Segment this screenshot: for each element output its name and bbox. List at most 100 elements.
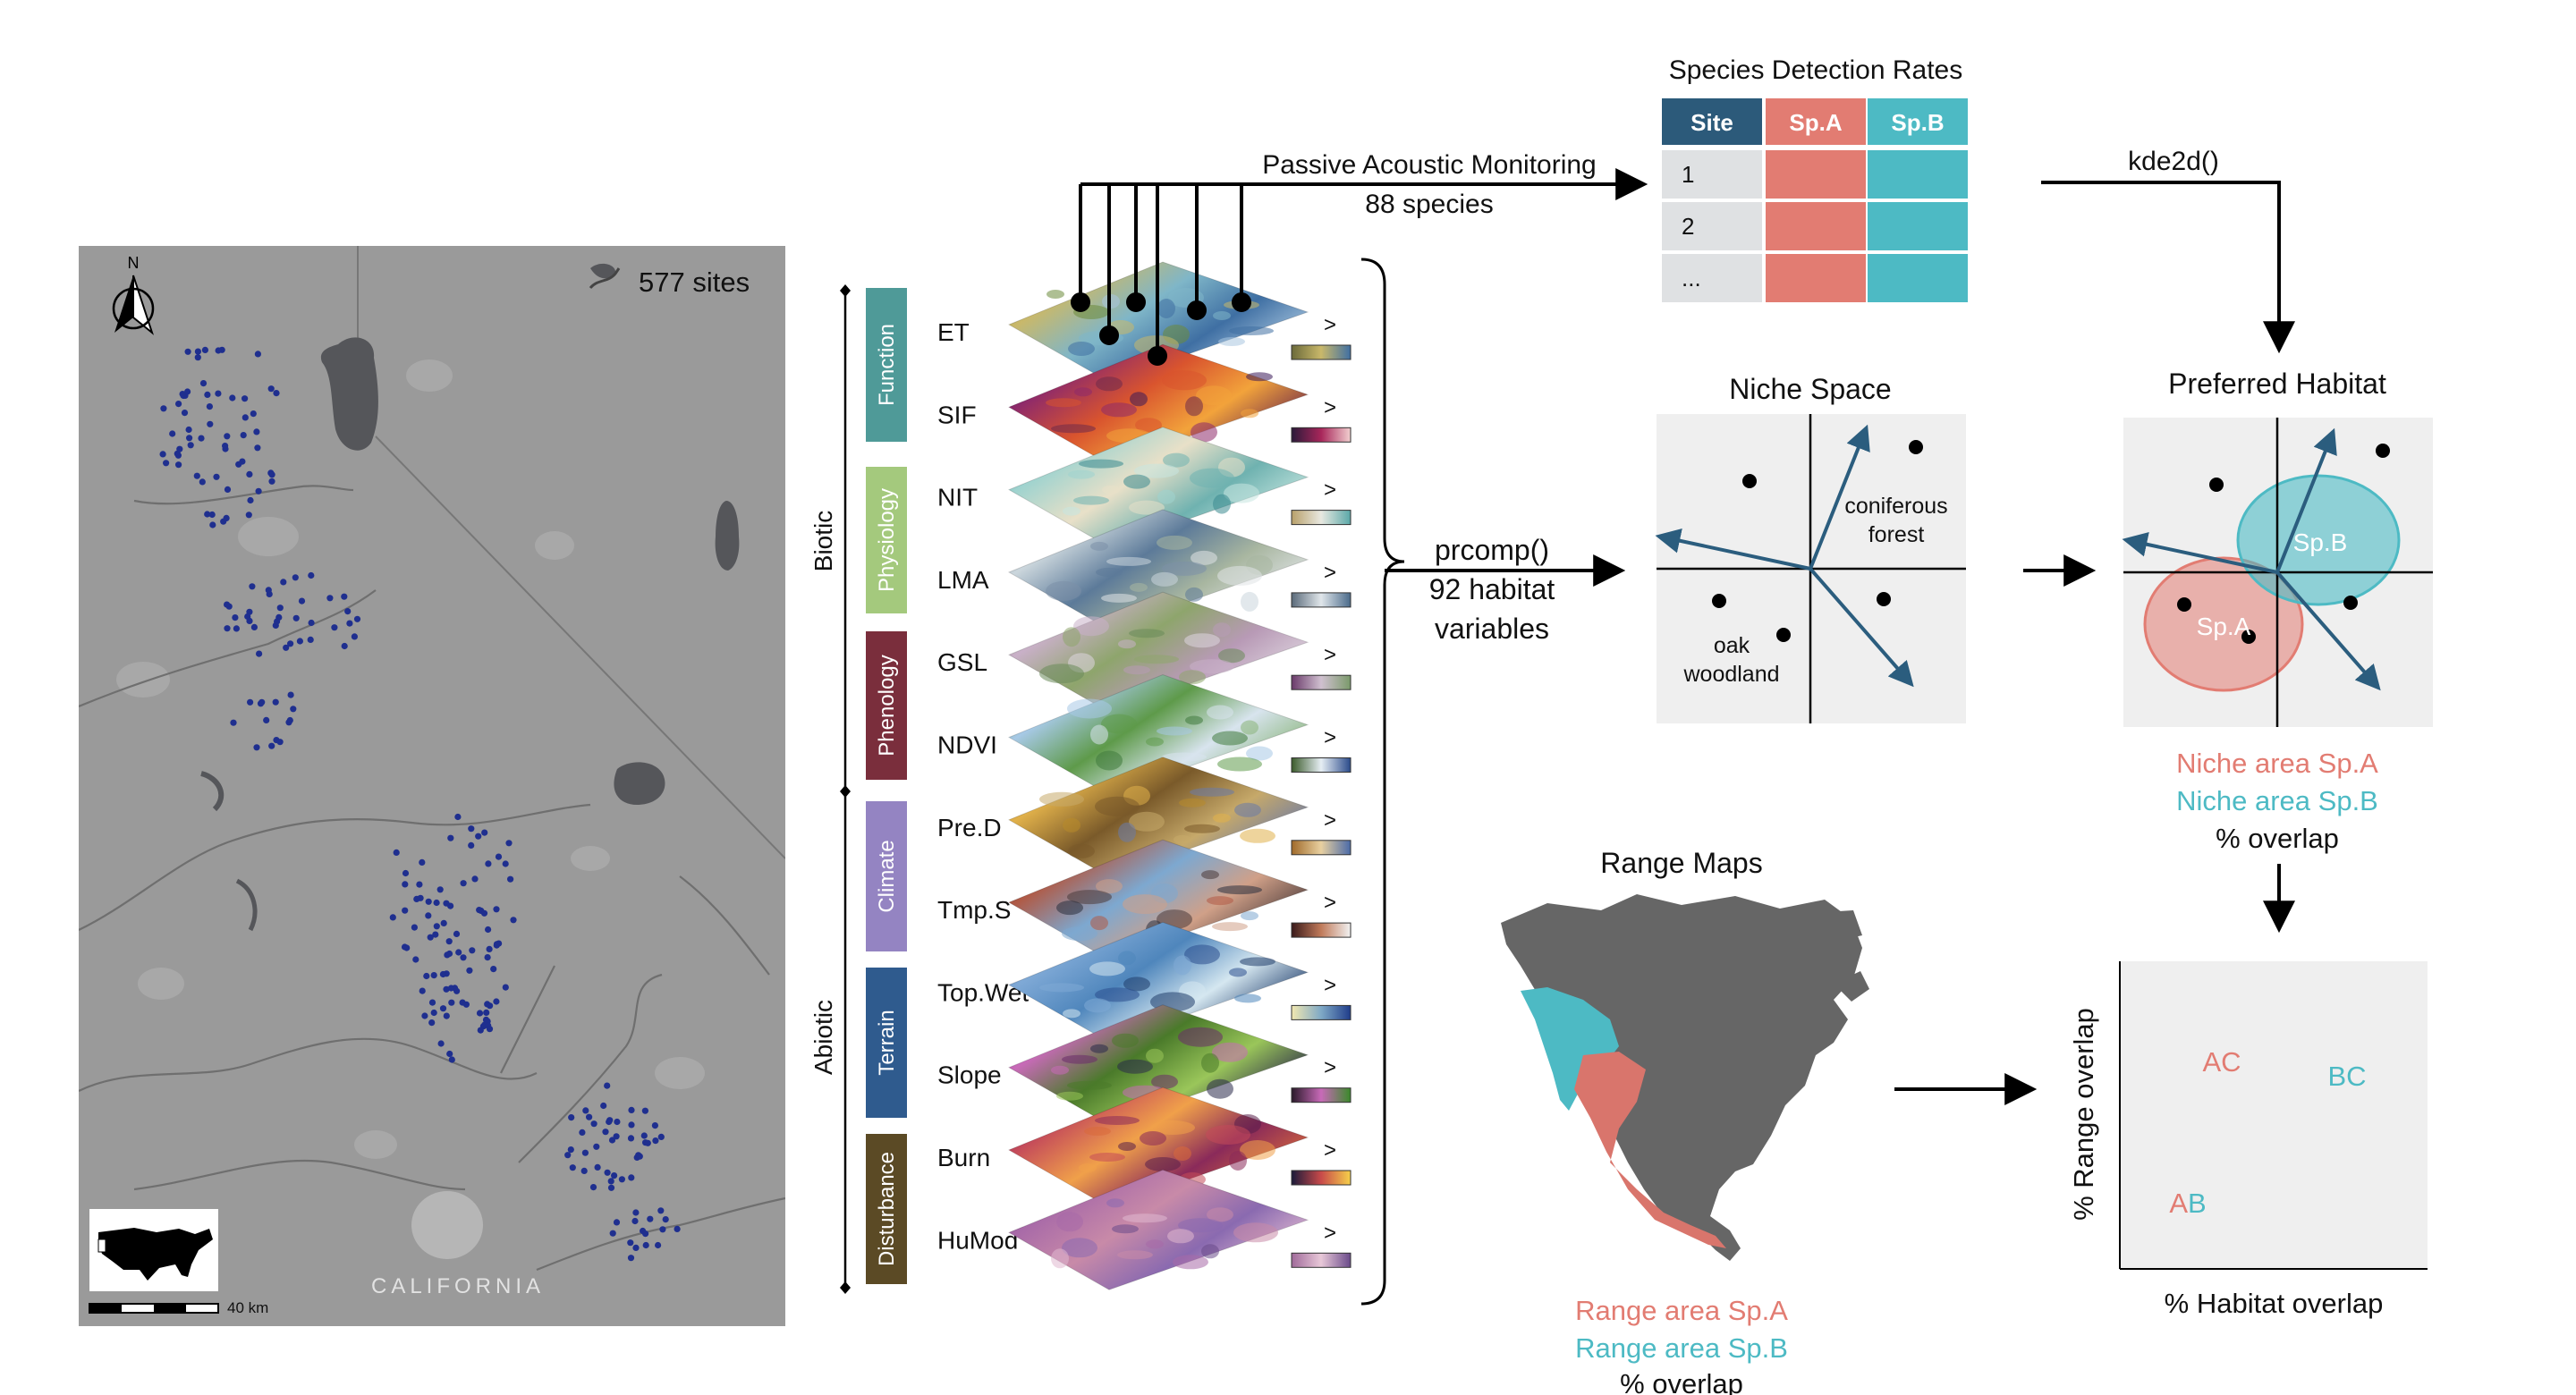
scale-bar: 40 km — [89, 1299, 268, 1316]
rivers — [79, 485, 785, 1272]
habitat-label-spb: Sp.B — [2293, 528, 2348, 556]
category-label-function: Function — [875, 324, 899, 406]
sites-count-label: 577 sites — [639, 266, 750, 298]
category-box-physiology — [866, 467, 907, 613]
table-row — [1662, 150, 1762, 199]
pam-subtitle: 88 species — [1365, 190, 1493, 219]
layer-colorbar-7 — [1291, 922, 1352, 938]
layer-colorbar-11 — [1291, 1252, 1352, 1268]
category-label-climate: Climate — [875, 840, 899, 912]
pair-ac-first: A — [2202, 1046, 2221, 1078]
layer-caret-4: > — [1324, 643, 1336, 667]
pair-bc-first: B — [2327, 1061, 2346, 1092]
map-background — [79, 246, 785, 1326]
layer-colorbar-3 — [1291, 592, 1352, 608]
urban-area — [411, 1191, 483, 1259]
category-label-physiology: Physiology — [875, 488, 899, 592]
habitat-legend-overlap: % overlap — [2216, 823, 2339, 854]
pair-ac: AC — [2202, 1046, 2241, 1078]
table-site-id: 2 — [1682, 213, 1694, 240]
layer-colorbar-9 — [1291, 1087, 1352, 1103]
niche-label-coniferous: coniferous — [1844, 494, 1947, 519]
layer-colorbar-10 — [1291, 1170, 1352, 1186]
layer-caret-0: > — [1324, 313, 1336, 337]
range-legend-b: Range area Sp.B — [1575, 1332, 1788, 1364]
habitat-legend-a: Niche area Sp.A — [2176, 748, 2378, 779]
prcomp-label: prcomp() — [1435, 534, 1549, 566]
layer-surface-burn — [1007, 1086, 1309, 1208]
layer-names: ETSIFNITLMAGSLNDVIPre.DTmp.STop.WetSlope… — [937, 318, 1029, 1254]
layer-colorbars: > > > > > > > > > > > > — [1291, 313, 1352, 1268]
scale-label: 40 km — [227, 1299, 268, 1316]
pam-title: Passive Acoustic Monitoring — [1262, 150, 1597, 180]
layer-name-burn: Burn — [937, 1144, 990, 1171]
niche-label-forest: forest — [1868, 522, 1925, 547]
kde-label: kde2d() — [2128, 147, 2219, 176]
north-america-map — [1501, 894, 1862, 1261]
north-label: N — [128, 254, 140, 272]
layer-stack-panel: Biotic Abiotic Function Physiology Phenolo… — [809, 258, 1405, 1306]
layer-caret-11: > — [1324, 1221, 1336, 1245]
layer-name-pre-d: Pre.D — [937, 814, 1002, 841]
category-box-disturbance — [866, 1134, 907, 1284]
layer-name-sif: SIF — [937, 401, 977, 428]
table-title: Species Detection Rates — [1669, 55, 1963, 85]
layer-brace — [1360, 258, 1405, 1306]
range-maps: Range Maps Range area Sp.A Range area Sp… — [1501, 847, 1869, 1395]
lake-tahoe — [320, 337, 378, 451]
category-labels: Function Physiology Phenology Climate Terrai… — [866, 288, 907, 1284]
overlap-ylabel: % Range overlap — [2068, 1008, 2099, 1221]
layer-surface-tmp-s — [1007, 839, 1309, 960]
category-box-phenology — [866, 631, 907, 780]
group-label-abiotic: Abiotic — [809, 1000, 837, 1075]
layer-name-slope: Slope — [937, 1061, 1002, 1089]
pair-ab-first: A — [2169, 1188, 2188, 1219]
layer-name-gsl: GSL — [937, 648, 987, 676]
niche-label-oak: oak — [1714, 633, 1750, 658]
range-title: Range Maps — [1600, 847, 1762, 879]
pair-ab-second: B — [2188, 1188, 2207, 1219]
layer-colorbar-0 — [1291, 344, 1352, 360]
pair-ab: AB — [2169, 1188, 2206, 1219]
layer-caret-3: > — [1324, 561, 1336, 585]
layer-caret-6: > — [1324, 808, 1336, 833]
acoustic-monitoring-connectors — [1071, 168, 1648, 366]
pair-ac-second: C — [2221, 1046, 2241, 1078]
overlap-xlabel: % Habitat overlap — [2165, 1288, 2384, 1319]
layer-caret-8: > — [1324, 973, 1336, 997]
table-header-cell — [1662, 98, 1762, 145]
range-sp-a — [1574, 1052, 1726, 1248]
range-legend-overlap: % overlap — [1620, 1368, 1743, 1395]
site-points — [159, 346, 681, 1262]
pair-bc-second: C — [2346, 1061, 2366, 1092]
layer-name-nit: NIT — [937, 484, 978, 512]
terrain-patches — [116, 359, 705, 1159]
table-header-cell — [1868, 98, 1968, 145]
preferred-habitat-plot: Preferred Habitat Sp.B Sp.A Niche area S… — [2122, 368, 2433, 854]
habitat-legend-b: Niche area Sp.B — [2176, 785, 2378, 816]
layer-colorbar-2 — [1291, 510, 1352, 526]
layer-caret-7: > — [1324, 891, 1336, 915]
region-label: CALIFORNIA — [371, 1274, 545, 1298]
layer-surface-ndvi — [1007, 673, 1309, 796]
layer-colorbar-5 — [1291, 757, 1352, 773]
mono-lake — [614, 762, 665, 805]
pair-bc: BC — [2327, 1061, 2366, 1092]
north-arrow-icon: N — [112, 254, 155, 335]
layer-name-humod: HuMod — [937, 1226, 1018, 1254]
category-box-function — [866, 288, 907, 442]
table-header-sp-b: Sp.B — [1891, 109, 1944, 136]
layer-caret-9: > — [1324, 1056, 1336, 1080]
layer-surface-humod — [1007, 1169, 1309, 1290]
layer-caret-10: > — [1324, 1138, 1336, 1162]
layer-colorbar-6 — [1291, 840, 1352, 856]
layer-surfaces — [1007, 261, 1309, 1290]
category-box-terrain — [866, 968, 907, 1118]
layer-surface-top-wet — [1007, 921, 1309, 1043]
layer-surface-gsl — [1007, 591, 1309, 713]
table-header-sp-a: Sp.A — [1789, 109, 1842, 136]
layer-surface-slope — [1007, 1004, 1309, 1126]
category-label-terrain: Terrain — [875, 1010, 899, 1075]
sites-marker-icon — [589, 267, 621, 290]
